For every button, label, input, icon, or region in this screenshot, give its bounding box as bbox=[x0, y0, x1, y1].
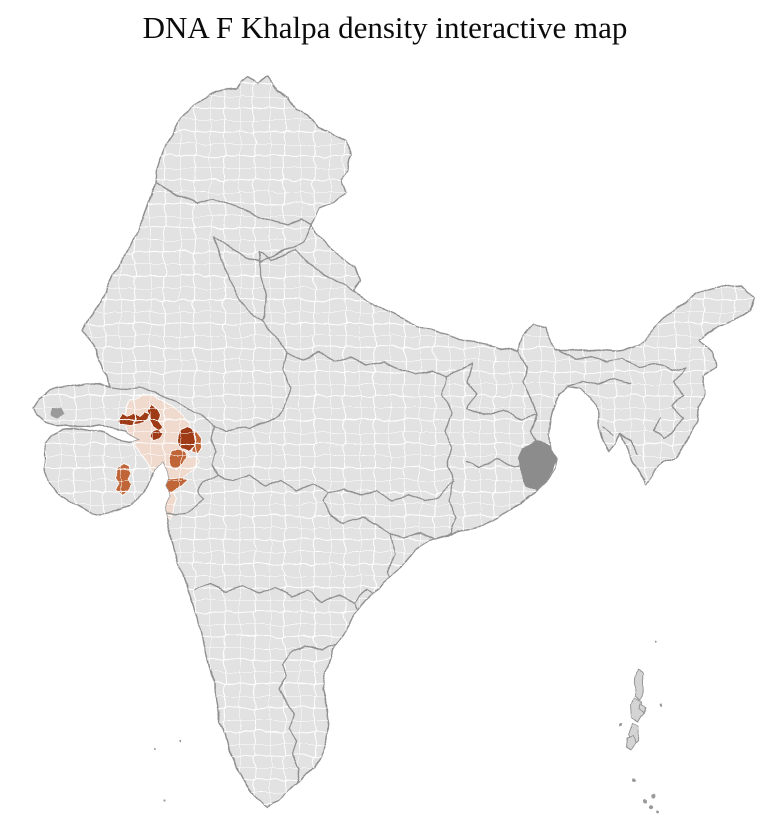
sundarbans-delta-shade[interactable] bbox=[519, 441, 557, 491]
island-nicobar[interactable] bbox=[651, 792, 657, 798]
lakshadweep-dot[interactable] bbox=[179, 739, 183, 743]
island-nub[interactable] bbox=[639, 703, 647, 714]
island-dot[interactable] bbox=[656, 810, 660, 814]
andaman-nicobar-islands[interactable] bbox=[624, 669, 647, 751]
lakshadweep-dot[interactable] bbox=[164, 800, 168, 804]
island-great-nicobar[interactable] bbox=[649, 804, 655, 810]
lakshadweep-dot[interactable] bbox=[154, 745, 158, 749]
island-dot[interactable] bbox=[619, 721, 623, 725]
island-dot[interactable] bbox=[659, 703, 663, 707]
island-nicobar[interactable] bbox=[643, 799, 647, 803]
island-little-andaman[interactable] bbox=[624, 736, 635, 751]
island-dot[interactable] bbox=[654, 641, 658, 645]
kutch-west-island[interactable] bbox=[51, 407, 63, 417]
district-boundaries-mesh bbox=[33, 76, 755, 807]
island-car-nicobar[interactable] bbox=[633, 778, 637, 782]
island-andaman-north[interactable] bbox=[633, 669, 645, 701]
page-title: DNA F Khalpa density interactive map bbox=[142, 10, 628, 45]
island-dots bbox=[51, 407, 663, 814]
